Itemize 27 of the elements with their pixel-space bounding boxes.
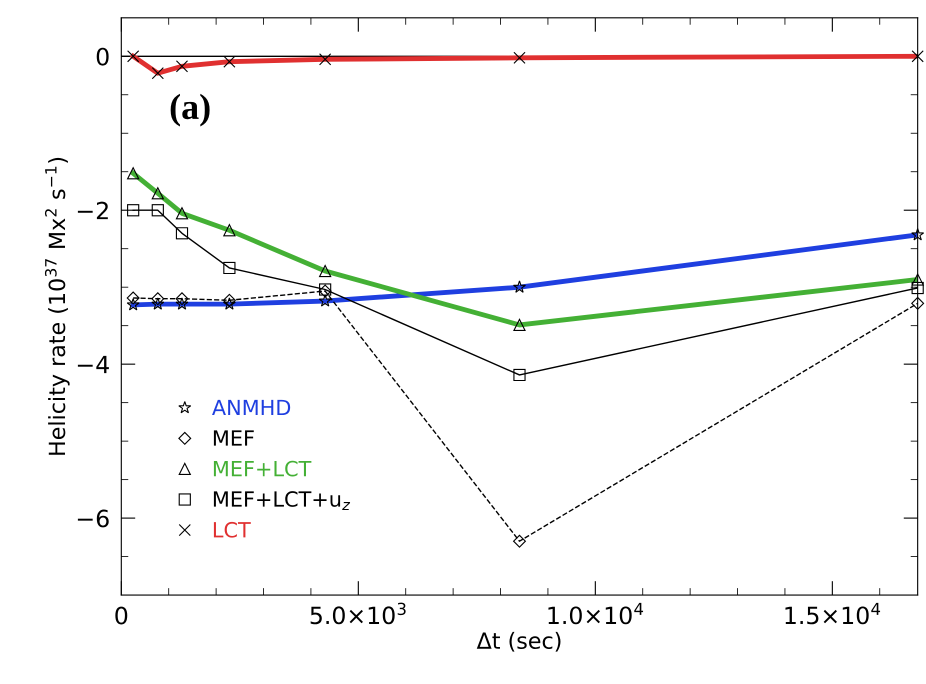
point [222, 294, 236, 307]
legend-label: MEF+LCT [214, 460, 312, 476]
x-axis-title: Δt (sec) [476, 632, 560, 652]
point [513, 534, 526, 548]
point [176, 292, 188, 306]
y-axis-title: Helicity rate (10$^{37}$ Mx$^{2}$ s$^{−1}$) [44, 158, 70, 455]
y-tick-label: −6 [78, 510, 109, 528]
point [151, 292, 164, 306]
y-tick-label: −2 [78, 202, 108, 220]
x-tick-label: 1.5×10$^{4}$ [785, 602, 880, 624]
point [223, 262, 236, 274]
point [127, 204, 140, 216]
legend-label: MEF [214, 430, 254, 446]
x-tick-label: 5.0×10$^{3}$ [310, 602, 406, 624]
legend-label: LCT [214, 522, 251, 538]
x-tick-label: 0 [115, 606, 128, 624]
legend-label: MEF+LCT+u$_{z}$ [214, 491, 350, 510]
point [176, 227, 188, 240]
point [911, 296, 924, 310]
annotation: (a) [170, 94, 210, 127]
legend-label: ANMHD [212, 400, 290, 416]
y-tick-label: 0 [96, 48, 109, 66]
x-tick-label: 1.0×10$^{4}$ [548, 602, 644, 624]
point [152, 204, 164, 216]
point [126, 292, 140, 304]
point [513, 368, 526, 382]
y-tick-label: −4 [78, 356, 109, 374]
